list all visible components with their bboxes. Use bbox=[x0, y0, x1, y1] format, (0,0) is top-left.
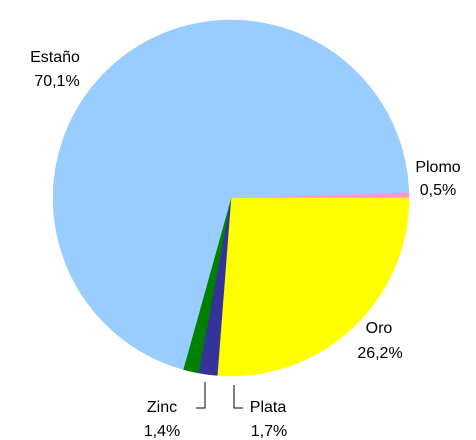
slice-label: Plomo bbox=[415, 159, 460, 176]
pie-slice bbox=[217, 197, 410, 377]
slice-value-label: 1,7% bbox=[251, 423, 287, 440]
slice-label: Oro bbox=[366, 320, 393, 337]
slice-label: Zinc bbox=[147, 399, 177, 416]
slice-value-label: 26,2% bbox=[357, 345, 402, 362]
leader-line bbox=[196, 382, 206, 409]
pie-slice bbox=[52, 19, 410, 370]
slice-value-label: 70,1% bbox=[34, 73, 79, 90]
slice-label: Estaño bbox=[30, 49, 80, 66]
leader-line bbox=[233, 385, 243, 409]
slice-label: Plata bbox=[250, 399, 287, 416]
slice-value-label: 0,5% bbox=[420, 182, 456, 199]
slice-value-label: 1,4% bbox=[144, 423, 180, 440]
